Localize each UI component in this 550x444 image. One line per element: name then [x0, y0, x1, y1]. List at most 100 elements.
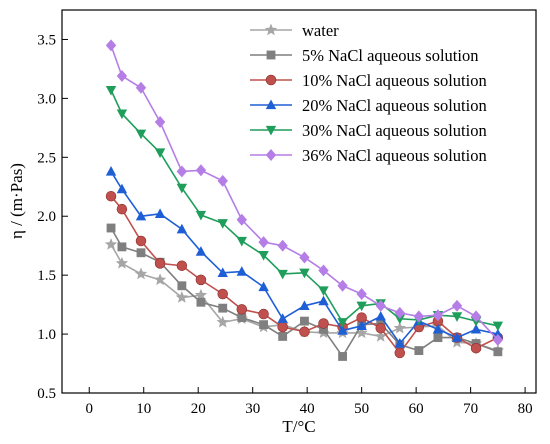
data-point [318, 286, 329, 296]
data-point [277, 269, 288, 280]
y-tick-label: 1.0 [37, 327, 56, 343]
data-point [337, 279, 348, 292]
data-point [176, 260, 188, 271]
axis-ticks: 0 10 20 30 40 50 60 70 80 0.5 1.0 1.5 2.0 2.5 3.0 3.5 [37, 32, 532, 417]
y-tick-label: 3.0 [37, 91, 56, 107]
data-point [195, 246, 207, 256]
data-point [236, 236, 247, 247]
data-point [154, 258, 166, 269]
data-point [176, 223, 188, 234]
data-point [300, 316, 309, 326]
data-point [134, 267, 148, 280]
data-point [258, 281, 269, 292]
legend-entry: 5% NaCl aqueous solution [250, 46, 478, 65]
data-point [195, 210, 207, 221]
data-point [117, 242, 127, 252]
data-point [259, 320, 269, 330]
legend-label: water [302, 21, 339, 40]
plot-frame [61, 9, 537, 394]
legend-marker [265, 74, 277, 86]
x-tick-label: 10 [136, 401, 151, 417]
data-point [470, 323, 482, 334]
y-tick-label: 3.5 [37, 32, 56, 48]
data-point [414, 346, 424, 355]
x-tick-label: 30 [245, 401, 260, 417]
data-point [196, 297, 206, 307]
data-point [394, 314, 405, 325]
data-point [217, 219, 228, 229]
data-point [375, 299, 386, 312]
data-point [318, 295, 329, 306]
data-point [258, 236, 269, 249]
y-tick-label: 0.5 [37, 386, 56, 402]
data-point [299, 268, 310, 279]
data-point [433, 333, 443, 343]
data-point [374, 329, 387, 342]
legend: water 5% NaCl aqueous solution 10% NaCl aq… [250, 21, 487, 165]
legend-label: 10% NaCl aqueous solution [302, 71, 487, 90]
data-point [337, 318, 348, 328]
legend-marker [266, 50, 276, 60]
data-point [104, 238, 118, 250]
legend-entry: 36% NaCl aqueous solution [250, 146, 487, 165]
legend-marker [265, 99, 277, 110]
data-point [470, 310, 482, 323]
data-point [105, 190, 117, 202]
data-point [319, 324, 328, 334]
data-point [355, 326, 368, 339]
legend-entry: 30% NaCl aqueous solution [250, 121, 487, 140]
data-point [493, 347, 503, 357]
data-point [356, 320, 367, 330]
data-point [218, 303, 228, 313]
data-point [135, 129, 147, 140]
legend-label: 36% NaCl aqueous solution [302, 146, 487, 165]
data-point [375, 322, 386, 334]
data-point [116, 203, 128, 215]
data-point [393, 321, 406, 334]
data-point [154, 208, 166, 219]
data-point [153, 273, 167, 286]
x-tick-label: 40 [300, 401, 315, 417]
data-point [217, 174, 228, 187]
x-tick-label: 60 [409, 401, 424, 417]
data-point [470, 342, 482, 354]
series-layer [104, 39, 505, 361]
legend-entry: 10% NaCl aqueous solution [250, 71, 487, 90]
legend-marker [265, 125, 277, 136]
data-point [194, 288, 208, 301]
series-6 [105, 39, 504, 346]
data-point [451, 332, 463, 342]
data-point [136, 248, 146, 258]
data-point [299, 251, 310, 264]
data-point [106, 223, 116, 233]
data-point [278, 332, 288, 341]
data-point [299, 326, 310, 337]
data-point [217, 288, 228, 300]
data-point [154, 115, 166, 128]
data-point [195, 274, 207, 286]
data-point [318, 264, 329, 277]
legend-label: 30% NaCl aqueous solution [302, 121, 487, 140]
data-point [135, 210, 147, 221]
data-point [299, 300, 310, 310]
legend-marker [264, 23, 278, 36]
data-point [236, 213, 247, 226]
data-point [216, 315, 229, 328]
data-point [277, 239, 288, 252]
y-tick-label: 2.5 [37, 150, 56, 166]
data-point [413, 310, 425, 323]
data-point [176, 165, 188, 178]
legend-label: 20% NaCl aqueous solution [302, 96, 487, 115]
data-point [451, 312, 463, 322]
data-point [105, 165, 117, 176]
data-point [115, 256, 129, 269]
x-tick-label: 0 [85, 401, 93, 417]
data-point [277, 313, 288, 323]
data-point [432, 309, 444, 322]
data-point [258, 308, 269, 320]
data-point [492, 333, 504, 346]
data-point [394, 338, 405, 348]
data-point [105, 39, 117, 52]
